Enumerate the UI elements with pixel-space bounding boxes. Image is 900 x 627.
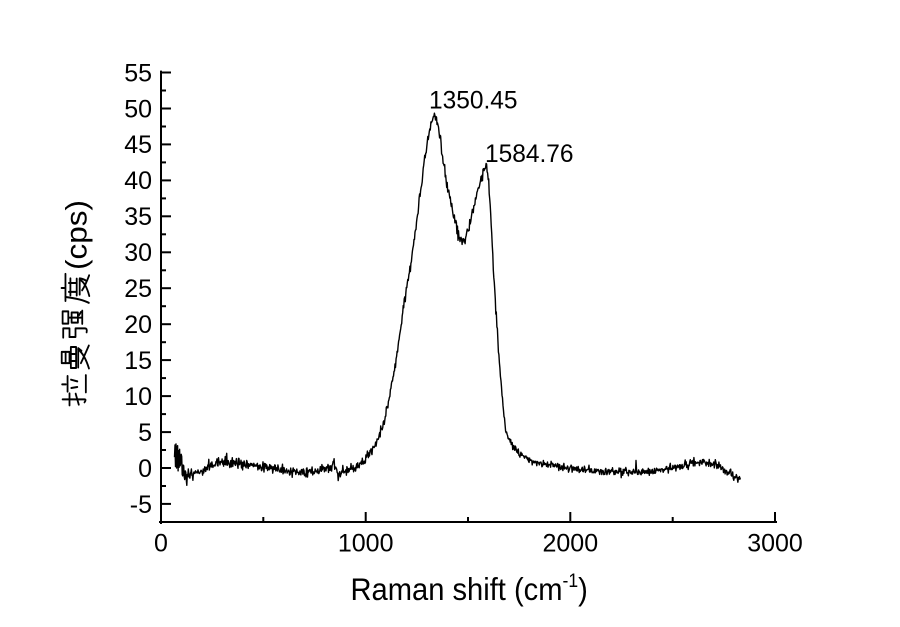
svg-text:55: 55 (124, 59, 152, 87)
svg-text:30: 30 (124, 239, 152, 267)
svg-text:35: 35 (124, 203, 152, 231)
svg-text:Raman shift (cm-1): Raman shift (cm-1) (351, 569, 588, 607)
svg-text:0: 0 (154, 530, 168, 558)
svg-text:50: 50 (124, 95, 152, 123)
svg-text:2000: 2000 (542, 530, 598, 558)
svg-text:(cps): (cps) (60, 200, 93, 270)
svg-text:45: 45 (124, 131, 152, 159)
svg-text:3000: 3000 (747, 530, 803, 558)
svg-text:1584.76: 1584.76 (485, 141, 574, 168)
svg-text:25: 25 (124, 275, 152, 303)
svg-text:1000: 1000 (338, 530, 394, 558)
svg-text:5: 5 (138, 419, 152, 447)
svg-text:15: 15 (124, 347, 152, 375)
svg-text:20: 20 (124, 311, 152, 339)
svg-text:10: 10 (124, 383, 152, 411)
svg-text:1350.45: 1350.45 (429, 87, 518, 114)
svg-text:40: 40 (124, 167, 152, 195)
svg-text:0: 0 (138, 455, 152, 483)
svg-text:-5: -5 (130, 491, 152, 519)
